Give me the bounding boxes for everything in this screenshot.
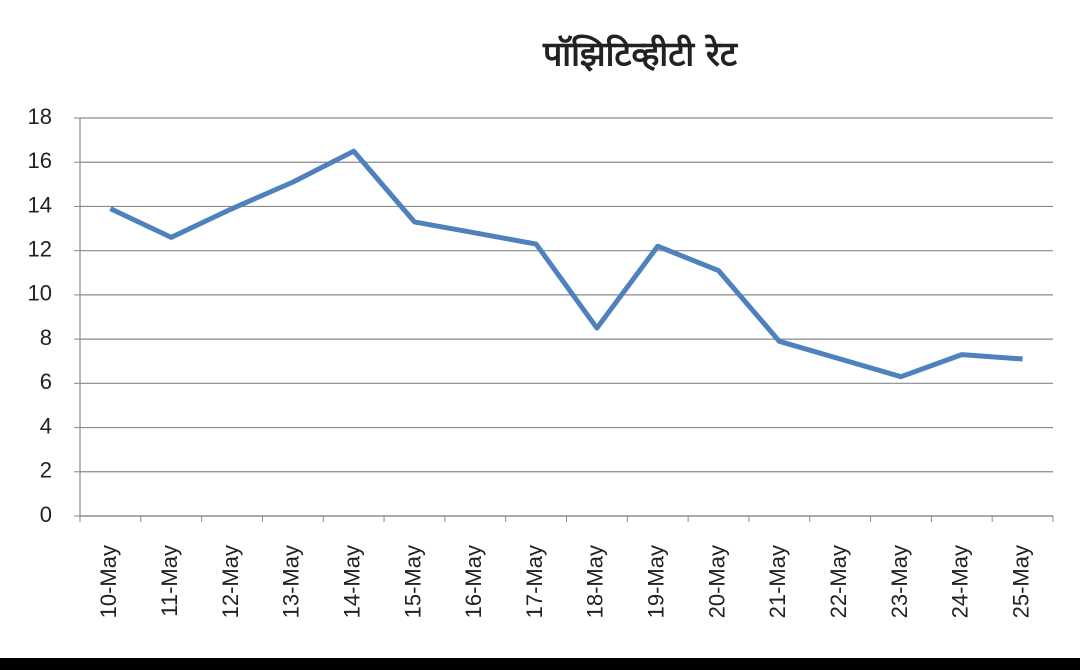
y-tick-label: 14 [28,192,52,217]
x-tick-label: 14-May [339,545,364,618]
x-tick-label: 13-May [279,545,304,618]
x-tick-label: 20-May [704,545,729,618]
y-tick-label: 12 [28,236,52,261]
y-tick-label: 6 [40,369,52,394]
x-tick-label: 24-May [948,545,973,618]
x-tick-label: 21-May [765,545,790,618]
x-tick-label: 18-May [583,545,608,618]
y-tick-label: 18 [28,104,52,129]
x-tick-label: 17-May [522,545,547,618]
x-tick-label: 10-May [96,545,121,618]
x-tick-label: 19-May [644,545,669,618]
x-tick-label: 23-May [887,545,912,618]
x-tick-label: 15-May [400,545,425,618]
x-tick-label: 16-May [461,545,486,618]
screen-bar [0,658,1080,670]
y-tick-label: 2 [40,458,52,483]
y-tick-label: 10 [28,281,52,306]
x-tick-label: 22-May [826,545,851,618]
x-tick-label: 12-May [218,545,243,618]
x-tick-label: 25-May [1008,545,1033,618]
chart-title: पॉझिटिव्हीटी रेट [542,34,739,75]
y-tick-label: 16 [28,148,52,173]
x-tick-label: 11-May [157,545,182,617]
y-tick-label: 4 [40,413,52,438]
data-line [109,148,1023,380]
y-tick-label: 8 [40,325,52,350]
y-tick-label: 0 [40,502,52,527]
